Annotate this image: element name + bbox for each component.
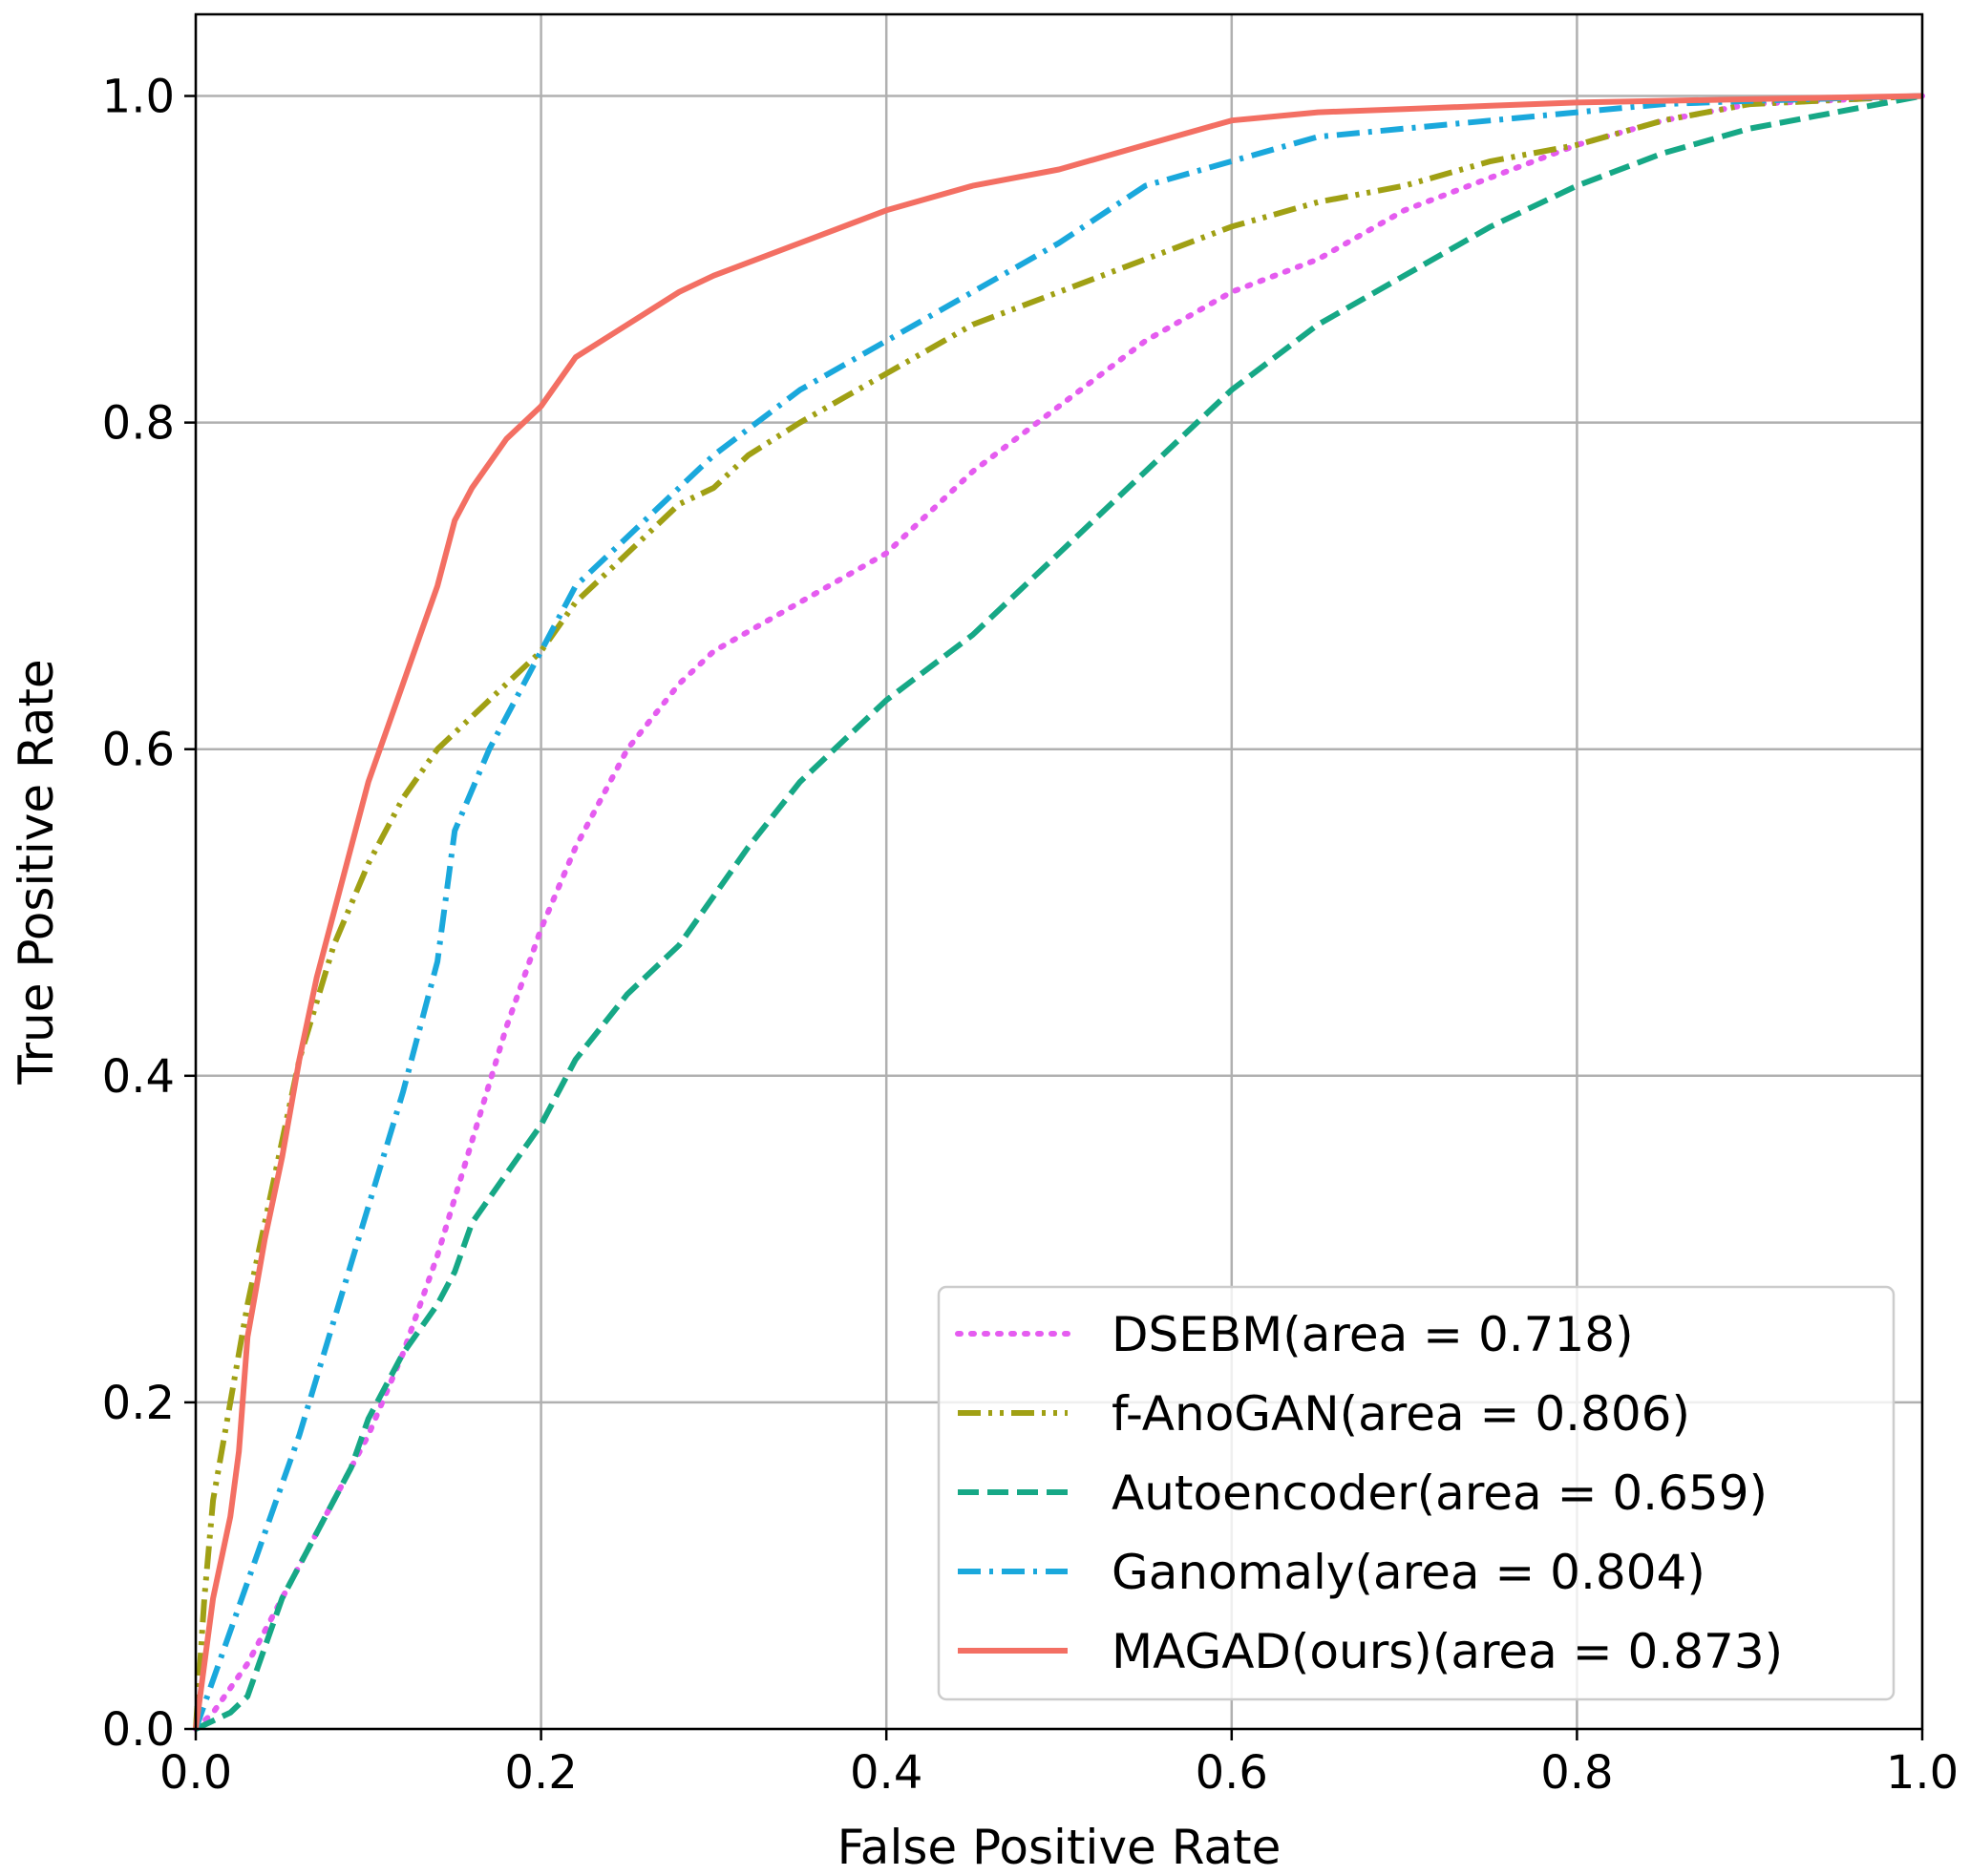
x-axis-label: False Positive Rate <box>837 1820 1282 1875</box>
legend-label-ganomaly: Ganomaly(area = 0.804) <box>1112 1545 1705 1600</box>
legend: DSEBM(area = 0.718) f-AnoGAN(area = 0.806… <box>937 1285 1896 1701</box>
plot-lines <box>193 93 1925 1732</box>
y-tick-label: 0.6 <box>102 724 175 777</box>
axis-ticks: 0.0 0.2 0.4 0.6 0.8 1.0 0.0 0.2 0.4 0.6 0.8 1.0 <box>102 71 1959 1800</box>
legend-label-magad-ours: MAGAD(ours)(area = 0.873) <box>1112 1624 1783 1679</box>
x-tick-label: 0.2 <box>504 1746 577 1800</box>
y-tick-label: 1.0 <box>102 71 175 124</box>
plot-frame <box>194 12 1924 1731</box>
x-tick-label: 0.6 <box>1196 1746 1268 1800</box>
x-tick-label: 0.8 <box>1540 1746 1613 1800</box>
series-line-autoencoder <box>194 93 1923 1732</box>
y-axis-label: True Positive Rate <box>9 659 64 1085</box>
legend-label-dsebm: DSEBM(area = 0.718) <box>1112 1307 1634 1362</box>
y-tick-label: 0.4 <box>102 1050 175 1104</box>
x-tick-label: 1.0 <box>1886 1746 1959 1800</box>
y-tick-label: 0.8 <box>102 397 175 451</box>
series-line-magad-ours <box>193 93 1923 1730</box>
x-tick-label: 0.4 <box>850 1746 922 1800</box>
legend-label-f-anogan: f-AnoGAN(area = 0.806) <box>1112 1386 1690 1442</box>
y-tick-label: 0.2 <box>102 1377 175 1430</box>
grid <box>194 14 1924 1731</box>
series-line-f-anogan <box>193 93 1923 1730</box>
x-tick-label: 0.0 <box>159 1746 232 1800</box>
legend-box <box>937 1285 1896 1701</box>
y-tick-label: 0.0 <box>102 1703 175 1757</box>
series-line-ganomaly <box>193 93 1923 1730</box>
legend-label-autoencoder: Autoencoder(area = 0.659) <box>1112 1465 1768 1521</box>
